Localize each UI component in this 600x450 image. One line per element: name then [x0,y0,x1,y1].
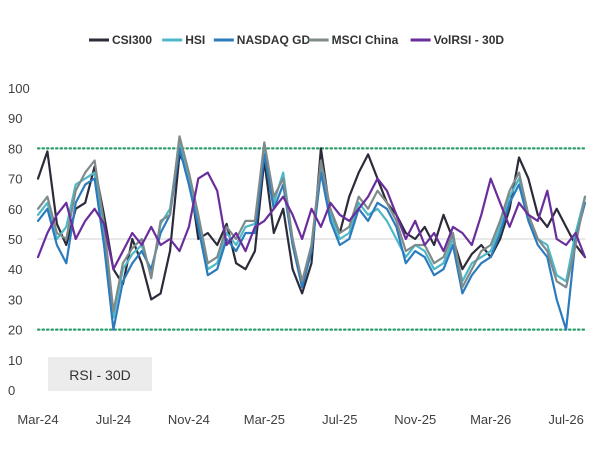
x-tick-label: Nov-24 [168,412,210,427]
legend-item-msci-china: MSCI China [308,33,399,47]
series-lines [36,135,587,331]
x-tick-label: Jul-24 [96,412,131,427]
legend-item-volrsi-30d: VolRSI - 30D [410,33,505,47]
legend-label: CSI300 [112,33,152,47]
annotation-box: RSI - 30D [48,357,152,391]
annotation-background [48,357,152,391]
legend-label: VolRSI - 30D [434,33,505,47]
legend: CSI300 HSI NASDAQ GD MSCI China VolRSI - 30D [89,33,504,47]
y-tick-label: 40 [8,262,22,277]
series-line-nasdaq-gd [36,147,587,331]
y-tick-label: 20 [8,323,22,338]
legend-label: MSCI China [332,33,399,47]
legend-label: NASDAQ GD [237,33,311,47]
y-tick-label: 60 [8,202,22,217]
series-line-volrsi-30d [36,171,587,271]
x-tick-label: Mar-24 [17,412,58,427]
y-tick-label: 80 [8,141,22,156]
y-tick-label: 50 [8,232,22,247]
x-tick-label: Nov-25 [394,412,436,427]
y-axis-ticks: 0 10 20 30 40 50 60 70 80 90 100 [8,81,30,398]
y-tick-label: 10 [8,353,22,368]
annotation-label: RSI - 30D [69,367,130,383]
legend-item-hsi: HSI [162,33,205,47]
legend-item-csi300: CSI300 [89,33,152,47]
x-tick-label: Mar-25 [244,412,285,427]
legend-label: HSI [185,33,205,47]
series-line-msci-china [36,135,587,313]
y-tick-label: 70 [8,172,22,187]
y-tick-label: 100 [8,81,30,96]
x-axis-ticks: Mar-24 Jul-24 Nov-24 Mar-25 Jul-25 Nov-25 Mar-… [17,412,583,427]
y-tick-label: 30 [8,292,22,307]
y-tick-label: 90 [8,111,22,126]
legend-item-nasdaq-gd: NASDAQ GD [213,33,311,47]
x-tick-label: Mar-26 [470,412,511,427]
x-tick-label: Jul-25 [322,412,357,427]
x-tick-label: Jul-26 [548,412,583,427]
y-tick-label: 0 [8,383,15,398]
